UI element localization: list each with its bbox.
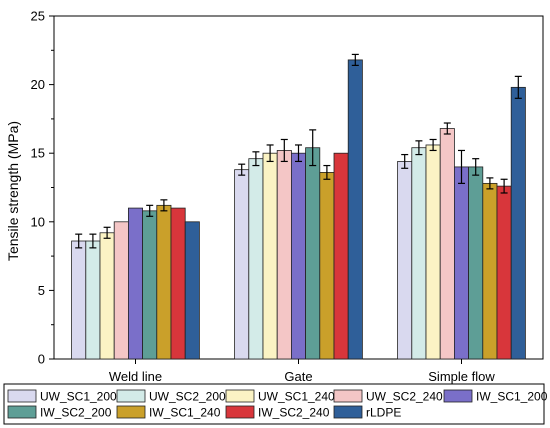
plot-area: 0 5 10 15 20 25 Weld line Gate Simple flow [31, 9, 544, 384]
legend-label-iw-sc1-200: IW_SC1_200 [476, 390, 548, 404]
legend-label-uw-sc2-200: UW_SC2_200 [149, 390, 226, 404]
bar-uw-sc1-240-0 [99, 232, 115, 360]
legend-swatch-uw-sc1-240 [225, 389, 255, 403]
bar-iw-sc2-240-2 [496, 185, 512, 360]
legend-swatch-iw-sc2-200 [7, 405, 37, 419]
y-tick-label: 20 [31, 77, 45, 92]
bar-iw-sc1-240-2 [482, 182, 498, 360]
legend-label-iw-sc1-240: IW_SC1_240 [149, 406, 221, 420]
bar-uw-sc2-200-2 [411, 147, 427, 360]
bar-uw-sc1-240-1 [262, 152, 278, 360]
legend-label-uw-sc2-240: UW_SC2_240 [366, 390, 443, 404]
bar-uw-sc1-200-2 [397, 161, 413, 360]
legend-label-rldpe: rLDPE [366, 406, 401, 420]
x-tick-label: Weld line [109, 369, 162, 384]
y-tick-label: 5 [38, 283, 45, 298]
bar-uw-sc1-200-1 [234, 169, 250, 360]
bar-rldpe-0 [184, 221, 200, 360]
bar-iw-sc1-240-0 [156, 204, 172, 360]
x-tick-label: Gate [284, 369, 312, 384]
y-axis-label: Tensile strength (MPa) [5, 121, 21, 261]
bar-iw-sc2-200-0 [142, 210, 158, 360]
legend-swatch-rldpe [333, 405, 363, 419]
y-tick-label: 15 [31, 146, 45, 161]
bar-uw-sc1-240-2 [425, 144, 441, 360]
bar-uw-sc2-240-1 [276, 150, 292, 360]
y-tick-label: 25 [31, 9, 45, 24]
legend-swatch-iw-sc1-200 [443, 389, 473, 403]
y-tick-label: 10 [31, 214, 45, 229]
bar-iw-sc1-200-1 [290, 152, 306, 360]
bar-iw-sc2-240-1 [333, 152, 349, 360]
bar-iw-sc2-200-2 [468, 166, 484, 360]
legend-label-iw-sc2-240: IW_SC2_240 [258, 406, 330, 420]
bar-iw-sc2-240-0 [170, 207, 186, 360]
bar-uw-sc2-200-0 [85, 240, 101, 360]
bar-uw-sc2-240-2 [439, 128, 455, 360]
x-tick-label: Simple flow [428, 369, 495, 384]
bar-iw-sc1-240-1 [319, 172, 335, 360]
legend-label-uw-sc1-200: UW_SC1_200 [40, 390, 117, 404]
legend-swatch-iw-sc1-240 [116, 405, 146, 419]
legend-swatch-iw-sc2-240 [225, 405, 255, 419]
bar-rldpe-1 [347, 59, 363, 360]
bar-uw-sc2-200-1 [248, 158, 264, 360]
bar-iw-sc1-200-2 [453, 166, 469, 360]
legend-swatch-uw-sc1-200 [7, 389, 37, 403]
bar-iw-sc1-200-0 [127, 207, 143, 360]
legend-label-iw-sc2-200: IW_SC2_200 [40, 406, 112, 420]
legend-swatch-uw-sc2-200 [116, 389, 146, 403]
y-tick-label: 0 [38, 352, 45, 367]
bar-uw-sc2-240-0 [113, 221, 129, 360]
bar-rldpe-2 [510, 86, 526, 360]
bar-iw-sc2-200-1 [305, 147, 321, 360]
bar-uw-sc1-200-0 [71, 240, 87, 360]
legend: UW_SC1_200 UW_SC2_200 UW_SC1_240 UW_SC2_240… [3, 383, 548, 425]
legend-swatch-uw-sc2-240 [333, 389, 363, 403]
legend-label-uw-sc1-240: UW_SC1_240 [258, 390, 335, 404]
